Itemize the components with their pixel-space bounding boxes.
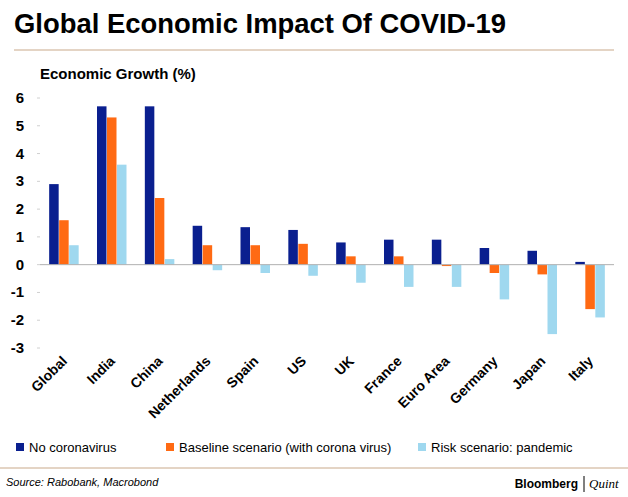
background [0,0,628,497]
bar [107,117,117,264]
brand: Bloomberg [515,477,578,491]
x-tick-label: China [127,353,166,392]
bar [404,265,414,287]
x-tick-label: Euro Area [394,353,452,411]
bar [288,230,298,265]
y-tick [37,125,40,126]
bar [213,265,223,271]
subtitle: Economic Growth (%) [40,65,196,82]
y-tick-label: -3 [11,339,24,356]
y-tick-label: 4 [16,145,25,162]
bar [251,245,261,264]
bar [145,106,155,264]
title-rule [14,50,614,51]
x-tick-label: US [284,353,309,378]
y-tick-label: 2 [16,200,24,217]
legend-swatch [418,443,426,451]
x-tick-label: UK [331,353,357,379]
bar [261,265,271,273]
y-tick [37,98,40,99]
bar [480,248,490,265]
bar [595,265,605,318]
y-tick [37,209,40,210]
bar [538,265,548,275]
x-tick-label: Germany [446,353,500,407]
x-axis [40,264,614,265]
bar [336,242,346,264]
y-tick [37,264,40,265]
bar [49,184,59,265]
bar [432,240,442,265]
y-tick-label: 3 [16,172,24,189]
x-tick-label: Italy [565,353,596,384]
y-tick [37,181,40,182]
y-tick-label: 1 [16,228,24,245]
bar [356,265,366,283]
x-tick-label: Netherlands [145,353,214,422]
bar [548,265,558,334]
y-tick-label: 0 [16,256,24,273]
bar [528,251,538,265]
y-tick [37,236,40,237]
y-tick-label: 5 [16,117,24,134]
bar [117,165,127,265]
bar [394,256,404,264]
legend-label: No coronavirus [29,440,117,455]
bar [452,265,462,287]
y-tick [37,153,40,154]
bar [203,245,213,264]
chart: Global Economic Impact Of COVID-19 Econom… [0,0,628,497]
bar [500,265,510,300]
y-tick-label: 6 [16,89,24,106]
brand-separator [584,476,585,492]
bar [346,256,356,264]
bar [308,265,318,276]
legend-swatch [166,443,174,451]
bars [49,106,605,334]
x-tick-label: Japan [508,353,548,393]
bar [585,265,595,309]
bar [384,240,394,265]
bar [241,227,251,265]
y-tick [37,292,40,293]
x-tick-label: India [83,353,118,388]
title: Global Economic Impact Of COVID-19 [14,8,506,39]
footer-rule [0,468,628,469]
x-tick-label: France [361,353,405,397]
bar [155,198,165,265]
y-tick-label: -2 [11,311,24,328]
y-tick-label: -1 [11,283,24,300]
y-tick [37,348,40,349]
bar [69,245,79,264]
x-tick-label: Spain [223,353,261,391]
y-tick [37,320,40,321]
source: Source: Rabobank, Macrobond [6,476,159,488]
legend-swatch [16,443,24,451]
bar [59,220,69,264]
x-tick-label: Global [28,353,70,395]
bar [97,106,107,264]
legend-label: Risk scenario: pandemic [431,440,573,455]
bar [490,265,500,273]
legend-label: Baseline scenario (with corona virus) [179,440,391,455]
bar [165,259,175,265]
brand: Quint [589,476,619,491]
bar [193,226,203,265]
bar [298,244,308,265]
